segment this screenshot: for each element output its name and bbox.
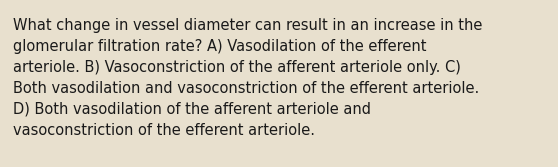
Text: What change in vessel diameter can result in an increase in the
glomerular filtr: What change in vessel diameter can resul… [13, 18, 482, 138]
